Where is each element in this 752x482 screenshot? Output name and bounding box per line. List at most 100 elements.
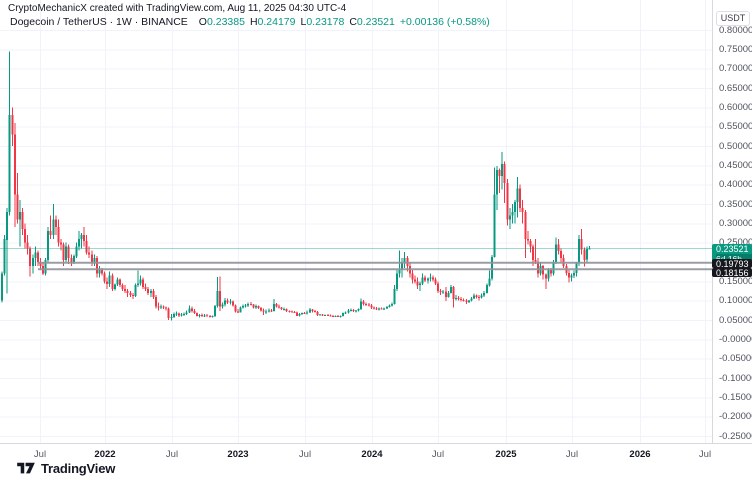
candle-body bbox=[188, 308, 191, 313]
candle-body bbox=[334, 315, 337, 317]
candle-body bbox=[401, 262, 404, 270]
time-tick-year-label: 2023 bbox=[227, 449, 249, 460]
candle-body bbox=[329, 315, 332, 317]
price-tick-label: 0.10000 bbox=[719, 295, 752, 307]
candle-body bbox=[375, 308, 378, 310]
price-tick-label: 0.50000 bbox=[719, 140, 752, 152]
candle-body bbox=[493, 194, 496, 257]
price-axis-unit-badge: USDT bbox=[716, 11, 750, 26]
candle-body bbox=[113, 284, 116, 290]
candle-wick bbox=[150, 289, 152, 297]
candle-body bbox=[134, 285, 137, 296]
candle-body bbox=[283, 308, 286, 310]
candle-body bbox=[311, 309, 314, 312]
candle-body bbox=[496, 170, 499, 195]
candle-wick bbox=[250, 302, 252, 306]
candle-body bbox=[67, 246, 70, 259]
candle-wick bbox=[455, 294, 457, 301]
symbol-title: Dogecoin / TetherUS · 1W · BINANCE bbox=[10, 16, 188, 28]
candle-body bbox=[65, 246, 68, 261]
candle-body bbox=[442, 291, 445, 293]
candle-body bbox=[244, 305, 247, 307]
candle-body bbox=[421, 277, 424, 284]
candle-wick bbox=[127, 289, 129, 297]
candle-body bbox=[426, 278, 429, 281]
candle-body bbox=[190, 308, 193, 312]
tradingview-logo[interactable]: TradingView bbox=[16, 461, 115, 476]
candle-body bbox=[88, 252, 91, 255]
candle-body bbox=[580, 238, 583, 250]
candle-body bbox=[560, 251, 563, 259]
candle-body bbox=[521, 207, 524, 212]
candle-body bbox=[36, 252, 39, 263]
candle-body bbox=[180, 314, 183, 316]
low-label: L bbox=[300, 16, 307, 28]
candle-body bbox=[175, 313, 178, 315]
candle-body bbox=[170, 316, 173, 319]
candle-body bbox=[488, 278, 491, 286]
candle-body bbox=[439, 291, 442, 293]
candle-body bbox=[147, 289, 150, 293]
candle-body bbox=[52, 219, 55, 235]
close-label: C bbox=[349, 16, 357, 28]
change-value: +0.00136 (+0.58%) bbox=[399, 16, 490, 28]
candle-body bbox=[393, 289, 396, 304]
candle-body bbox=[303, 313, 306, 315]
candle-body bbox=[208, 316, 211, 318]
candle-body bbox=[242, 306, 245, 308]
candle-body bbox=[160, 306, 163, 308]
candle-body bbox=[221, 304, 224, 307]
candle-body bbox=[172, 314, 175, 317]
candle-body bbox=[331, 315, 334, 317]
time-axis[interactable]: Jul 2022 Jul 2023 Jul 2024 Jul 2025 Jul 2026 Jul bbox=[0, 443, 752, 462]
candle-wick bbox=[332, 315, 334, 317]
candle-wick bbox=[50, 215, 52, 239]
candle-body bbox=[118, 279, 121, 286]
candle-body bbox=[370, 305, 373, 308]
candle-body bbox=[514, 202, 516, 212]
candle-body bbox=[444, 291, 447, 297]
time-tick-month-label: Jul bbox=[431, 449, 445, 460]
candle-body bbox=[3, 238, 6, 274]
candle-body bbox=[413, 279, 416, 282]
candle-body bbox=[39, 262, 42, 266]
candle-body bbox=[347, 310, 350, 313]
candle-wick bbox=[157, 302, 159, 311]
candle-body bbox=[275, 303, 278, 307]
candle-body bbox=[98, 269, 101, 274]
candle-body bbox=[29, 248, 32, 266]
open-value: 0.23385 bbox=[206, 16, 245, 28]
candle-body bbox=[390, 303, 393, 306]
candlestick-chart-canvas[interactable] bbox=[0, 0, 712, 443]
candle-body bbox=[531, 246, 534, 261]
candle-wick bbox=[488, 270, 490, 287]
candle-body bbox=[1, 273, 3, 301]
candle-body bbox=[57, 227, 60, 243]
candle-body bbox=[549, 269, 552, 274]
candle-wick bbox=[329, 314, 331, 317]
candle-body bbox=[262, 310, 265, 312]
current-price-value: 0.23521 bbox=[716, 244, 749, 254]
candle-body bbox=[90, 254, 93, 262]
candle-body bbox=[342, 313, 345, 317]
candle-body bbox=[290, 311, 293, 313]
candle-wick bbox=[350, 308, 352, 312]
candle-body bbox=[75, 246, 78, 257]
candle-wick bbox=[268, 308, 270, 313]
candle-wick bbox=[145, 283, 147, 291]
candle-body bbox=[570, 275, 573, 278]
candle-body bbox=[506, 182, 509, 220]
candle-body bbox=[272, 303, 275, 311]
candle-body bbox=[490, 257, 493, 279]
candle-wick bbox=[527, 231, 529, 245]
candle-body bbox=[429, 277, 432, 279]
candle-body bbox=[95, 258, 98, 274]
candle-body bbox=[349, 310, 352, 311]
price-tick-label: 0.60000 bbox=[719, 101, 752, 113]
candle-body bbox=[383, 308, 386, 310]
candle-body bbox=[298, 313, 301, 316]
candle-body bbox=[136, 283, 139, 286]
candle-body bbox=[478, 296, 481, 298]
candle-body bbox=[452, 287, 455, 299]
price-axis[interactable]: 0.80000 0.75000 0.70000 0.65000 0.60000 0.550… bbox=[712, 0, 752, 443]
